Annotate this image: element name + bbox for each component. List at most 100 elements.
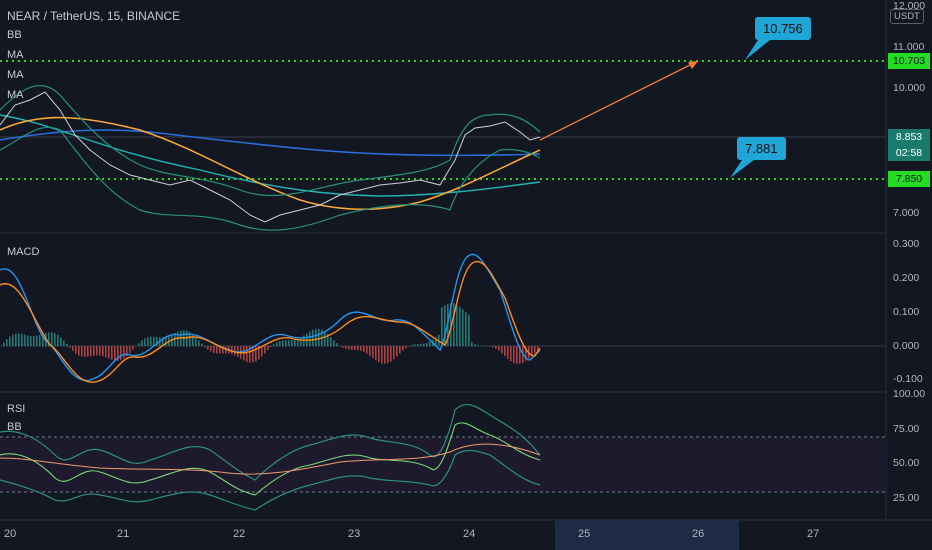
macd-histogram-bar [462,309,464,346]
macd-histogram-bar [420,343,422,346]
macd-tick: 0.300 [893,238,920,250]
macd-histogram-bar [375,346,377,361]
macd-histogram-bar [60,337,62,346]
macd-histogram-bar [153,336,155,346]
macd-label[interactable]: MACD [7,246,40,258]
target-callout[interactable]: 10.756 [755,17,811,40]
countdown-box: 02:58 [888,145,930,161]
macd-histogram-bar [258,346,260,360]
macd-histogram-bar [147,337,149,346]
macd-histogram-bar [450,303,452,346]
macd-histogram-bar [66,344,68,346]
macd-histogram-bar [192,334,194,346]
macd-histogram-bar [507,346,509,359]
macd-histogram-bar [276,342,278,346]
macd-histogram-bar [69,346,71,348]
ma-blue-line [0,129,541,157]
macd-histogram-bar [189,331,191,346]
macd-histogram-bar [411,345,413,346]
macd-histogram-bar [198,340,200,346]
rsi-tick: 50.00 [893,457,920,469]
macd-histogram-bar [378,346,380,363]
macd-histogram-bar [315,328,317,346]
macd-histogram-bar [363,346,365,352]
bb-upper-band [0,85,541,197]
unit-label: USDT [890,9,924,24]
macd-histogram-bar [402,346,404,351]
macd-histogram-bar [291,340,293,346]
macd-histogram-bar [366,346,368,354]
macd-histogram-bar [495,346,497,349]
macd-histogram-bar [345,346,347,349]
macd-histogram-bar [312,329,314,346]
macd-histogram-bar [207,346,209,350]
rsi-line [0,422,541,496]
projection-arrow [539,60,699,141]
macd-tick: 0.100 [893,306,920,318]
macd-line [0,253,541,381]
macd-histogram-bar [333,340,335,346]
macd-histogram-bar [477,345,479,346]
chart-title: NEAR / TetherUS, 15, BINANCE [7,9,181,23]
macd-histogram-bar [102,346,104,357]
macd-histogram-bar [327,333,329,346]
rsi-label[interactable]: RSI [7,403,26,415]
macd-histogram-bar [384,346,386,364]
price-tick: 10.000 [893,82,926,94]
macd-histogram-bar [351,346,353,350]
projection-arrow-head [688,61,698,69]
time-tick: 27 [807,528,820,540]
macd-histogram-bar [9,336,11,346]
macd-histogram-bar [300,337,302,346]
indicator-label-ma-3[interactable]: MA [7,89,24,101]
macd-histogram-bar [519,346,521,364]
support-callout[interactable]: 7.881 [737,137,786,160]
time-tick: 21 [117,528,130,540]
macd-histogram-bar [57,334,59,346]
macd-histogram-bar [165,336,167,346]
macd-histogram [3,303,539,364]
macd-histogram-bar [222,346,224,354]
macd-histogram-bar [270,346,272,347]
time-tick: 20 [4,528,17,540]
macd-histogram-bar [324,331,326,346]
ma-orange-line [0,116,541,211]
macd-histogram-bar [201,343,203,346]
rsi-bb-label[interactable]: BB [7,421,22,433]
indicator-label-bb[interactable]: BB [7,29,22,41]
rsi-bb-lower [0,449,541,511]
indicator-label-ma-1[interactable]: MA [7,49,24,61]
macd-histogram-bar [132,346,134,350]
macd-histogram-bar [48,332,50,346]
macd-histogram-bar [27,335,29,346]
macd-histogram-bar [348,346,350,350]
macd-histogram-bar [63,340,65,346]
macd-histogram-bar [39,334,41,346]
macd-histogram-bar [30,335,32,346]
macd-histogram-bar [537,346,539,352]
macd-histogram-bar [78,346,80,356]
macd-histogram-bar [114,346,116,361]
rsi-tick: 25.00 [893,492,920,504]
macd-histogram-bar [15,333,17,346]
indicator-label-ma-2[interactable]: MA [7,69,24,81]
macd-histogram-bar [81,346,83,357]
macd-histogram-bar [96,346,98,356]
price-tick: 11.000 [893,41,925,53]
macd-histogram-bar [309,331,311,346]
macd-histogram-bar [357,346,359,351]
macd-histogram-bar [387,346,389,364]
macd-histogram-bar [261,346,263,357]
macd-histogram-bar [429,341,431,346]
macd-histogram-bar [513,346,515,364]
macd-histogram-bar [531,346,533,356]
macd-histogram-bar [525,346,527,361]
bb-lower-band [0,126,541,231]
rsi-ma-line [0,443,541,475]
macd-histogram-bar [108,346,110,359]
price-tick: 7.000 [893,207,920,219]
macd-histogram-bar [396,346,398,357]
macd-histogram-bar [444,305,446,346]
macd-histogram-bar [399,346,401,354]
